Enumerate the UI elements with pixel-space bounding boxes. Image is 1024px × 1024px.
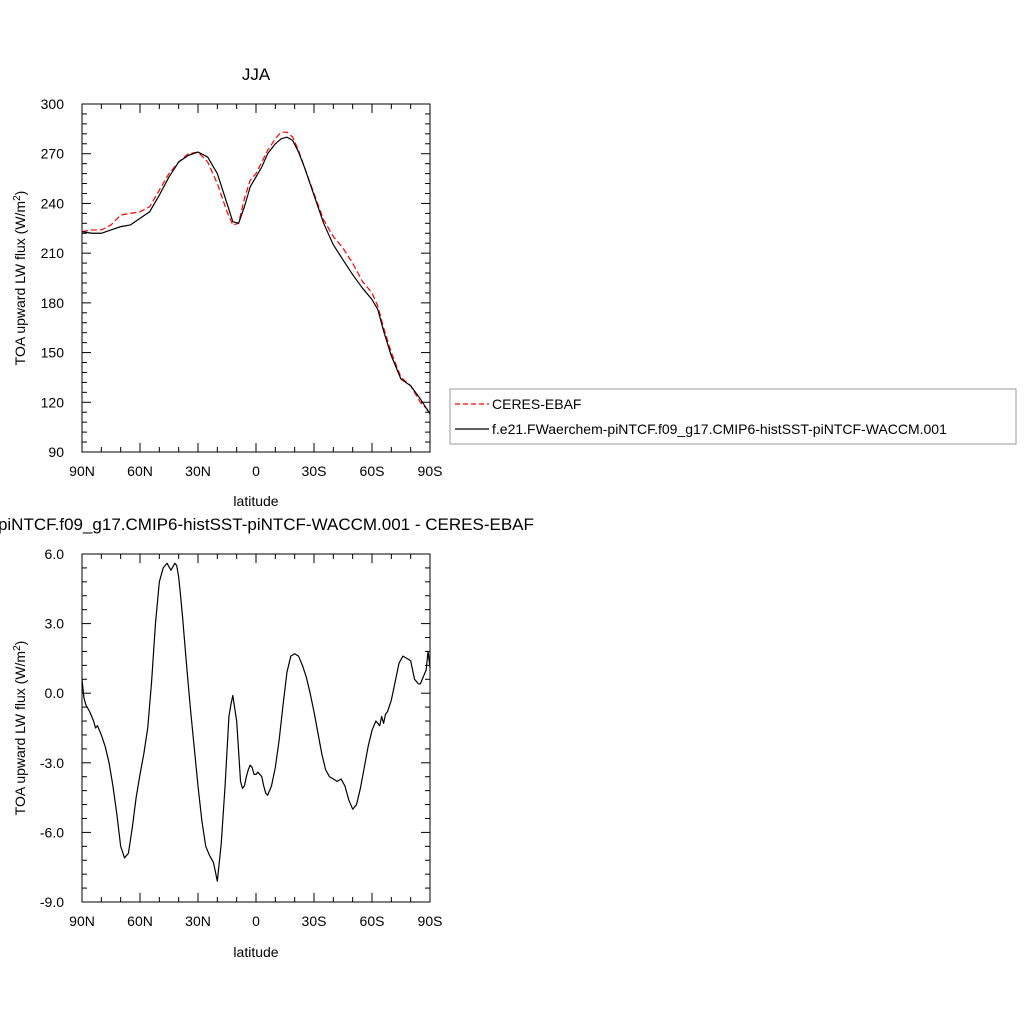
y-tick-label: 300: [41, 96, 65, 112]
x-tick-label: 60N: [127, 463, 153, 479]
y-tick-label: -3.0: [40, 755, 64, 771]
x-tick-label: 30N: [185, 463, 211, 479]
x-tick-label: 90N: [69, 913, 95, 929]
legend-label-ceres: CERES-EBAF: [492, 396, 581, 412]
difference-line: [81, 562, 431, 882]
x-axis: 90N 60N 30N 0 30S 60S 90S: [69, 104, 442, 479]
y-axis-label: TOA upward LW flux (W/m2): [12, 191, 28, 366]
y-tick-label: 90: [48, 444, 64, 460]
series-group: [81, 562, 431, 882]
x-tick-label: 90S: [418, 463, 443, 479]
y-axis: -9.0 -6.0 -3.0 0.0 3.0 6.0: [40, 546, 430, 910]
x-tick-label: 30S: [302, 463, 327, 479]
series-group: [81, 131, 431, 415]
y-axis: 90 120 150 180 210 240 270 300: [41, 96, 430, 460]
legend-label-model: f.e21.FWaerchem-piNTCF.f09_g17.CMIP6-his…: [492, 421, 947, 437]
series-line-ceres: [81, 131, 431, 413]
y-axis-label: TOA upward LW flux (W/m2): [12, 641, 28, 816]
y-tick-label: 120: [41, 394, 65, 410]
x-tick-label: 60S: [360, 463, 385, 479]
plot-frame: [81, 103, 431, 453]
x-tick-label: 90N: [69, 463, 95, 479]
legend: CERES-EBAF f.e21.FWaerchem-piNTCF.f09_g1…: [449, 388, 1017, 445]
difference-panel: m-piNTCF.f09_g17.CMIP6-histSST-piNTCF-WA…: [0, 515, 534, 960]
x-tick-label: 0: [252, 913, 260, 929]
y-tick-label: 180: [41, 295, 65, 311]
plot-frame: [81, 553, 431, 903]
x-tick-label: 30N: [185, 913, 211, 929]
y-tick-label: 210: [41, 245, 65, 261]
series-line-model: [81, 136, 431, 415]
x-tick-label: 30S: [302, 913, 327, 929]
y-tick-label: 150: [41, 345, 65, 361]
x-tick-label: 90S: [418, 913, 443, 929]
chart-title: JJA: [242, 65, 271, 84]
y-tick-label: 0.0: [45, 685, 65, 701]
chart-title: m-piNTCF.f09_g17.CMIP6-histSST-piNTCF-WA…: [0, 515, 534, 534]
y-tick-label: 6.0: [45, 546, 65, 562]
x-tick-label: 60S: [360, 913, 385, 929]
x-tick-label: 60N: [127, 913, 153, 929]
x-axis-label: latitude: [233, 944, 278, 960]
zonal-mean-panel: JJA 90 120 150 180 210 240 270 300 90N 60N 30N 0 30…: [12, 65, 1017, 509]
y-tick-label: 270: [41, 146, 65, 162]
y-tick-label: -6.0: [40, 824, 64, 840]
legend-box: [449, 388, 1017, 445]
x-axis: 90N 60N 30N 0 30S 60S 90S: [69, 554, 442, 929]
x-axis-label: latitude: [233, 493, 278, 509]
x-tick-label: 0: [252, 463, 260, 479]
y-tick-label: 3.0: [45, 616, 65, 632]
y-tick-label: -9.0: [40, 894, 64, 910]
y-tick-label: 240: [41, 195, 65, 211]
